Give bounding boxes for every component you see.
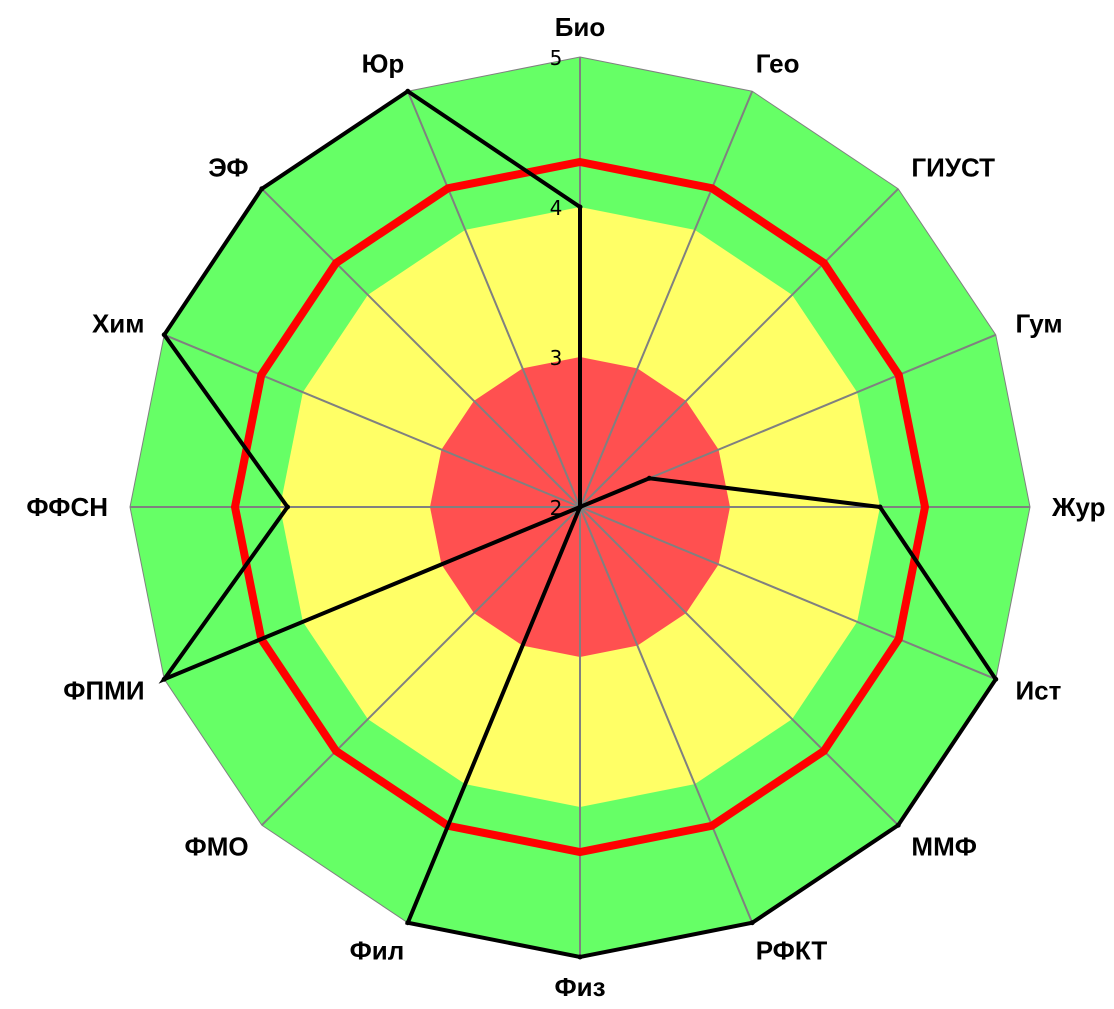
data-point-16 <box>405 88 411 94</box>
data-point-8 <box>749 920 755 926</box>
data-point-10 <box>405 920 411 926</box>
tick-label-3: 3 <box>550 346 563 370</box>
category-label-1: Био <box>555 12 606 42</box>
category-label-6: Ист <box>1015 676 1061 706</box>
category-label-3: ГИУСТ <box>911 153 995 183</box>
tick-label-2: 2 <box>550 496 563 520</box>
category-label-8: РФКТ <box>756 935 828 965</box>
data-point-5 <box>877 504 883 510</box>
category-label-10: Фил <box>350 935 405 965</box>
category-label-5: Жур <box>1051 492 1106 522</box>
data-point-4 <box>646 475 652 481</box>
tick-label-5: 5 <box>550 46 563 70</box>
spoke-14 <box>163 333 581 508</box>
data-point-6 <box>993 676 999 682</box>
spoke-2 <box>579 90 754 508</box>
series-line-1 <box>158 88 999 960</box>
category-label-13: ФФСН <box>26 492 108 522</box>
spoke-3 <box>579 188 899 508</box>
category-label-12: ФПМИ <box>63 676 144 706</box>
spoke-16 <box>406 90 581 508</box>
data-point-9 <box>577 954 583 960</box>
category-label-15: ЭФ <box>208 153 248 183</box>
category-label-11: ФМО <box>185 831 249 861</box>
data-point-12 <box>161 676 167 682</box>
spoke-6 <box>579 506 997 681</box>
data-point-7 <box>895 822 901 828</box>
spoke-8 <box>579 506 754 924</box>
data-point-15 <box>259 186 265 192</box>
spoke-7 <box>579 506 899 826</box>
category-label-16: Юр <box>362 49 405 79</box>
category-label-14: Хим <box>92 308 145 338</box>
category-label-7: ММФ <box>911 831 977 861</box>
data-point-14 <box>161 332 167 338</box>
category-label-4: Гум <box>1015 308 1062 338</box>
spoke-11 <box>261 506 581 826</box>
spoke-15 <box>261 188 581 508</box>
tick-label-4: 4 <box>550 196 563 220</box>
reference-ring <box>230 157 930 857</box>
data-point-11 <box>577 504 583 510</box>
category-label-2: Гео <box>756 49 800 79</box>
category-label-9: Физ <box>554 972 605 1002</box>
data-point-13 <box>285 504 290 510</box>
data-point-1 <box>577 204 583 210</box>
